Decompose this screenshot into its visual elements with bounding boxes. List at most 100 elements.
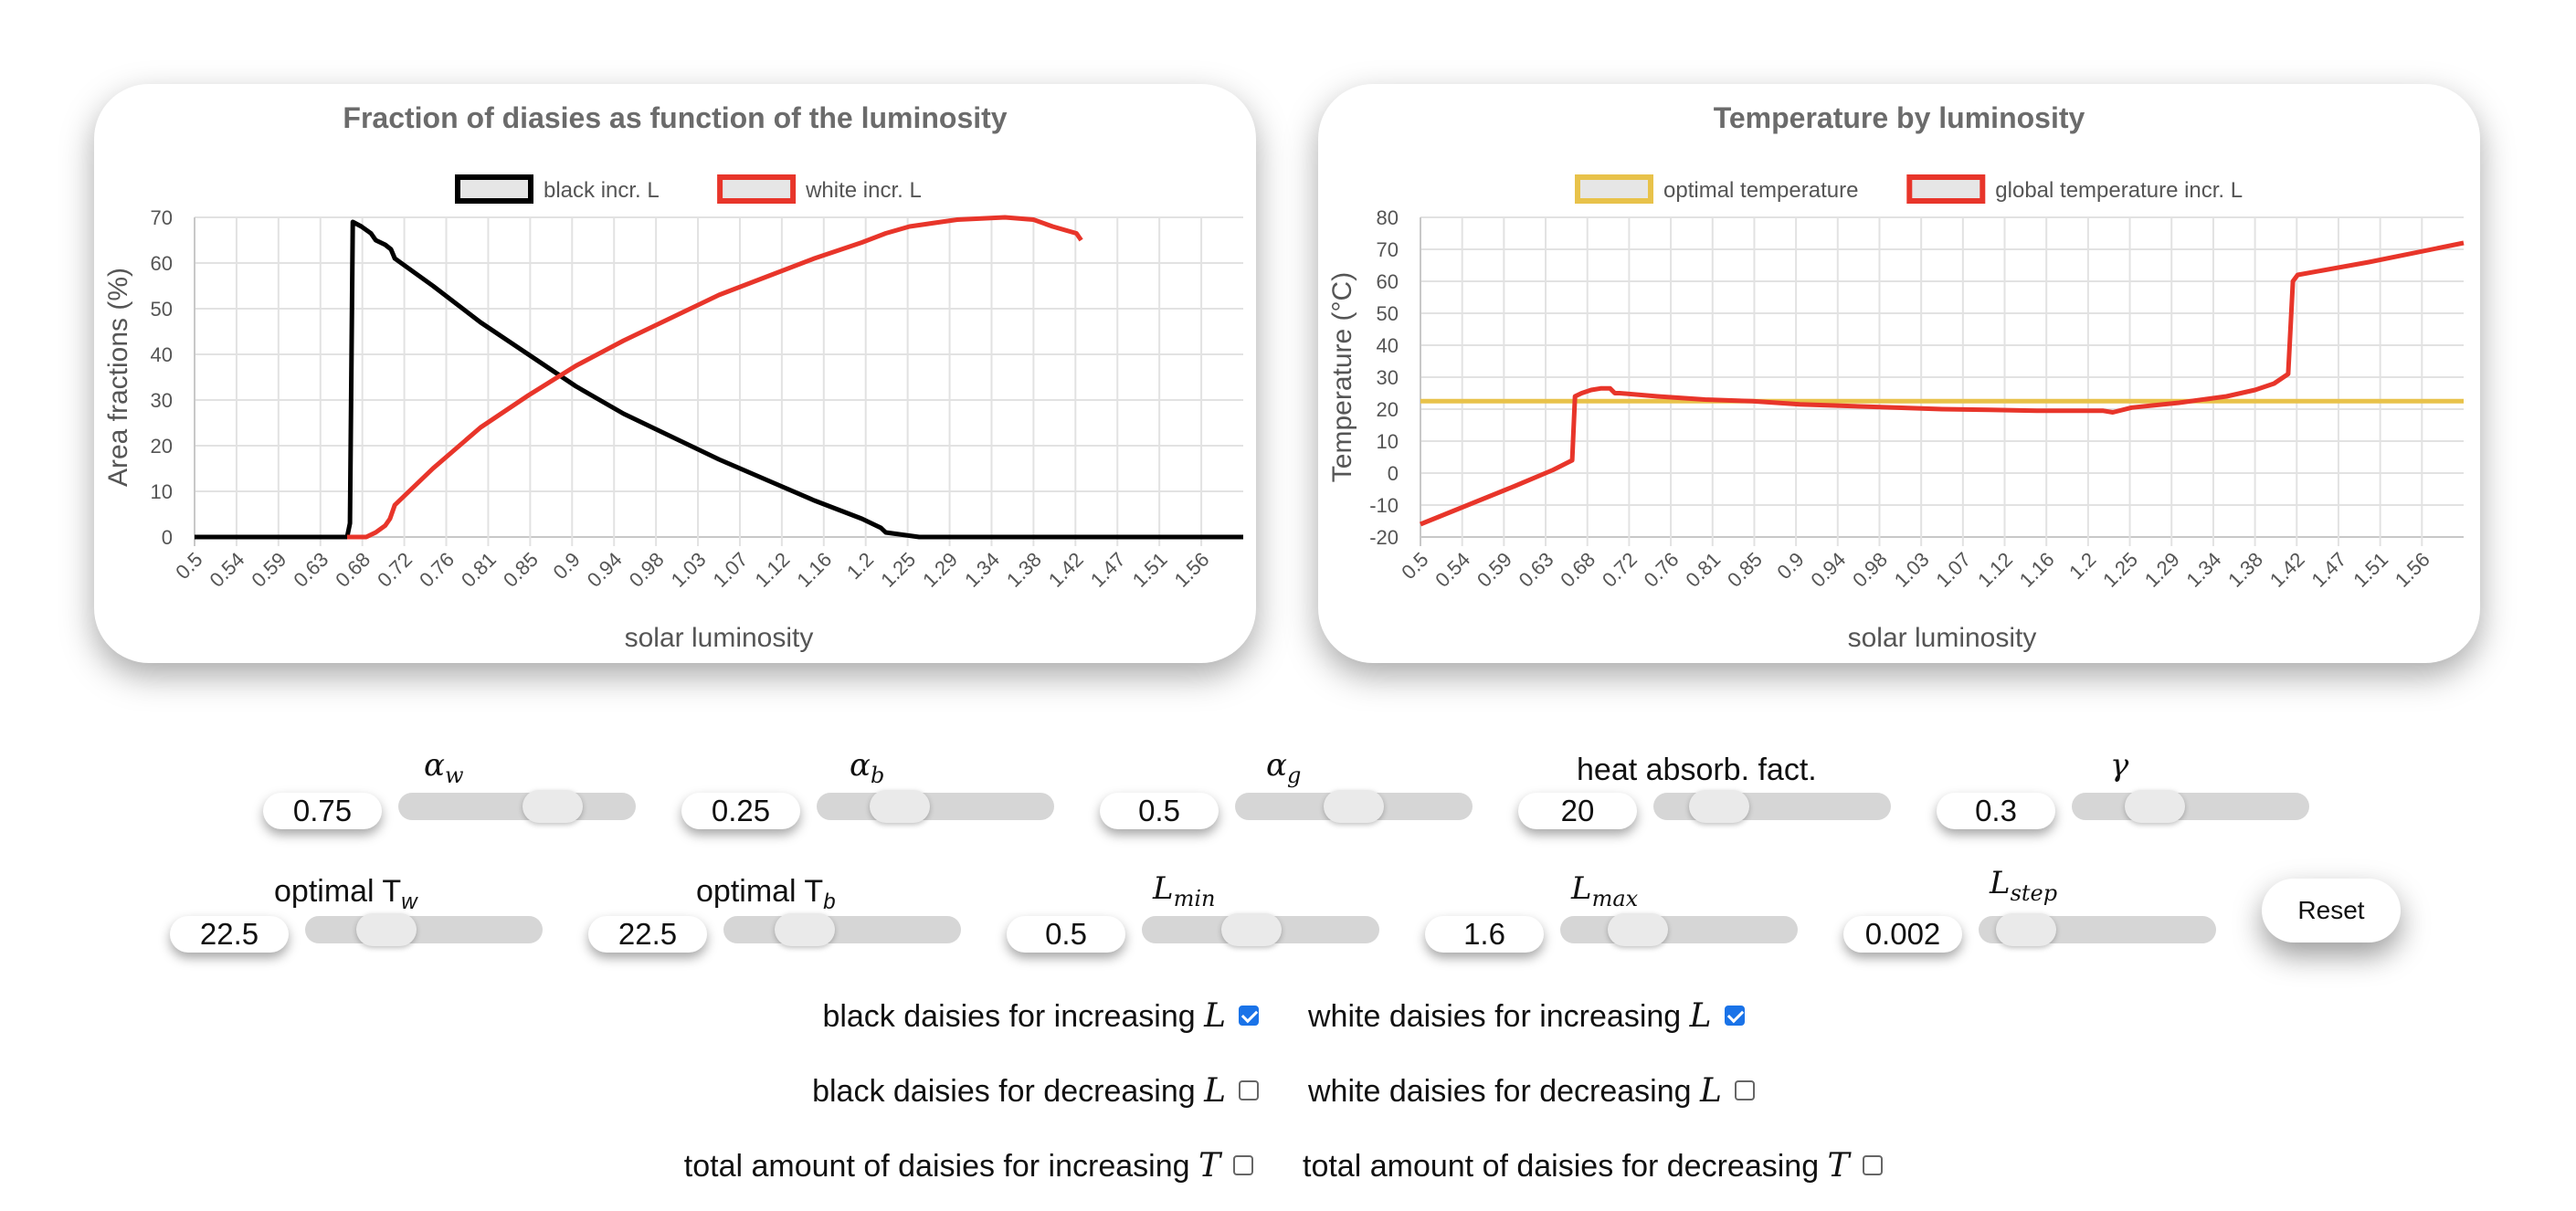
y-tick-label: 40 bbox=[1377, 334, 1399, 357]
checkbox-black-decr-var: L bbox=[1204, 1072, 1226, 1110]
x-tick-label: 1.56 bbox=[1170, 548, 1214, 592]
alpha-b-slider-thumb[interactable] bbox=[870, 790, 931, 823]
x-tick-label: 0.76 bbox=[1640, 548, 1684, 592]
alpha-w-slider[interactable] bbox=[398, 790, 636, 823]
checkbox-white-incr-var: L bbox=[1689, 997, 1712, 1035]
optimal-tw-slider[interactable] bbox=[305, 913, 543, 946]
checkbox-white-decr[interactable]: white daisies for decreasing L bbox=[1308, 1072, 1755, 1110]
alpha-g-slider[interactable] bbox=[1235, 790, 1473, 823]
temperature-chart: Temperature by luminosity optimal tempera… bbox=[1327, 101, 2465, 653]
legend-label: black incr. L bbox=[544, 178, 660, 203]
x-tick-label: 1.16 bbox=[792, 548, 836, 592]
y-axis-label: Area fractions (%) bbox=[103, 268, 133, 487]
l-min-slider[interactable] bbox=[1142, 913, 1379, 946]
x-tick-label: 1.29 bbox=[918, 548, 962, 592]
y-tick-label: 0 bbox=[1388, 462, 1399, 485]
l-max-slider[interactable] bbox=[1560, 913, 1798, 946]
checkbox-total-incr-box[interactable] bbox=[1233, 1155, 1253, 1176]
checkbox-white-decr-box[interactable] bbox=[1734, 1080, 1755, 1101]
optimal-tw-value[interactable]: 22.5 bbox=[170, 916, 289, 953]
checkbox-black-incr-box[interactable] bbox=[1239, 1006, 1259, 1027]
x-tick-label: 0.81 bbox=[1681, 548, 1725, 592]
x-axis-label: solar luminosity bbox=[1848, 623, 2037, 653]
y-tick-label: 80 bbox=[1377, 206, 1399, 229]
heat-absorb-slider-thumb[interactable] bbox=[1688, 790, 1749, 823]
x-tick-label: 0.94 bbox=[583, 548, 627, 592]
heat-absorb-slider[interactable] bbox=[1653, 790, 1891, 823]
x-tick-label: 0.9 bbox=[549, 548, 585, 584]
checkbox-total-decr-box[interactable] bbox=[1862, 1155, 1883, 1176]
l-step-value[interactable]: 0.002 bbox=[1843, 916, 1962, 953]
x-tick-label: 1.07 bbox=[709, 548, 753, 592]
x-tick-label: 1.25 bbox=[876, 548, 920, 592]
legend-label: optimal temperature bbox=[1663, 178, 1858, 203]
l-step-label: Lstep bbox=[1990, 865, 2058, 906]
x-tick-label: 0.54 bbox=[205, 548, 248, 592]
y-tick-label: 70 bbox=[1377, 238, 1399, 261]
optimal-tb-value[interactable]: 22.5 bbox=[588, 916, 707, 953]
fraction-chart: Fraction of diasies as function of the l… bbox=[103, 101, 1243, 653]
optimal-tb-slider-thumb[interactable] bbox=[775, 913, 836, 946]
checkbox-black-decr-box[interactable] bbox=[1239, 1080, 1259, 1101]
alpha-b-value[interactable]: 0.25 bbox=[681, 793, 800, 829]
chart-title: Temperature by luminosity bbox=[1714, 101, 2085, 134]
y-tick-label: 30 bbox=[151, 389, 173, 412]
x-tick-label: 0.85 bbox=[499, 548, 543, 592]
alpha-g-slider-thumb[interactable] bbox=[1324, 790, 1384, 823]
l-step-slider[interactable] bbox=[1979, 913, 2216, 946]
alpha-w-label: αw bbox=[424, 747, 464, 788]
series-line bbox=[347, 215, 1083, 540]
l-max-value[interactable]: 1.6 bbox=[1425, 916, 1544, 953]
l-min-value[interactable]: 0.5 bbox=[1007, 916, 1125, 953]
reset-button[interactable]: Reset bbox=[2262, 879, 2401, 942]
x-tick-label: 0.5 bbox=[171, 548, 206, 584]
optimal-tw-slider-thumb[interactable] bbox=[356, 913, 417, 946]
optimal-tb-label: optimal Tb bbox=[696, 874, 836, 914]
gamma-label: γ bbox=[2110, 747, 2129, 784]
x-tick-label: 1.47 bbox=[2307, 548, 2351, 592]
y-tick-label: 70 bbox=[151, 206, 173, 229]
gamma-value[interactable]: 0.3 bbox=[1937, 793, 2055, 829]
l-step-slider-thumb[interactable] bbox=[1996, 913, 2057, 946]
checkbox-white-incr[interactable]: white daisies for increasing L bbox=[1308, 997, 1745, 1035]
x-tick-label: 0.76 bbox=[415, 548, 459, 592]
l-min-slider-thumb[interactable] bbox=[1221, 913, 1283, 946]
x-tick-label: 1.12 bbox=[750, 548, 794, 592]
x-tick-label: 1.16 bbox=[2015, 548, 2059, 592]
optimal-tb-slider[interactable] bbox=[723, 913, 961, 946]
checkbox-white-incr-label: white daisies for increasing bbox=[1308, 999, 1690, 1034]
y-tick-label: 30 bbox=[1377, 366, 1399, 389]
heat-absorb-label: heat absorb. fact. bbox=[1577, 753, 1817, 787]
x-tick-label: 0.63 bbox=[1515, 548, 1558, 592]
x-tick-label: 0.94 bbox=[1806, 548, 1850, 592]
alpha-w-value[interactable]: 0.75 bbox=[263, 793, 382, 829]
gamma-slider-thumb[interactable] bbox=[2125, 790, 2186, 823]
checkbox-black-incr[interactable]: black daisies for increasing L bbox=[822, 997, 1259, 1035]
alpha-g-value[interactable]: 0.5 bbox=[1100, 793, 1219, 829]
x-tick-label: 0.81 bbox=[457, 548, 501, 592]
l-max-slider-thumb[interactable] bbox=[1608, 913, 1669, 946]
alpha-g-label: αg bbox=[1266, 747, 1302, 788]
gamma-slider[interactable] bbox=[2072, 790, 2309, 823]
y-tick-label: 60 bbox=[1377, 270, 1399, 293]
series-line bbox=[195, 219, 1243, 540]
alpha-w-slider-thumb[interactable] bbox=[522, 790, 583, 823]
checkbox-total-incr-label: total amount of daisies for increasing bbox=[683, 1149, 1198, 1184]
x-tick-label: 1.42 bbox=[1044, 548, 1088, 592]
x-tick-label: 0.59 bbox=[247, 548, 290, 592]
series-line bbox=[1420, 240, 2465, 527]
x-tick-label: 1.03 bbox=[667, 548, 711, 592]
legend-swatch bbox=[1575, 174, 1653, 204]
alpha-b-slider[interactable] bbox=[817, 790, 1054, 823]
checkbox-total-decr[interactable]: total amount of daisies for decreasing T bbox=[1303, 1147, 1883, 1185]
checkbox-white-incr-box[interactable] bbox=[1724, 1006, 1745, 1027]
x-tick-label: 0.68 bbox=[331, 548, 375, 592]
x-tick-label: 1.2 bbox=[842, 548, 878, 584]
heat-absorb-value[interactable]: 20 bbox=[1518, 793, 1637, 829]
x-tick-label: 0.98 bbox=[625, 548, 669, 592]
checkbox-total-incr[interactable]: total amount of daisies for increasing T bbox=[684, 1147, 1253, 1185]
checkbox-black-decr[interactable]: black daisies for decreasing L bbox=[812, 1072, 1259, 1110]
checkbox-black-incr-var: L bbox=[1204, 997, 1226, 1035]
legend-swatch bbox=[717, 174, 797, 204]
legend-label: white incr. L bbox=[805, 178, 922, 203]
